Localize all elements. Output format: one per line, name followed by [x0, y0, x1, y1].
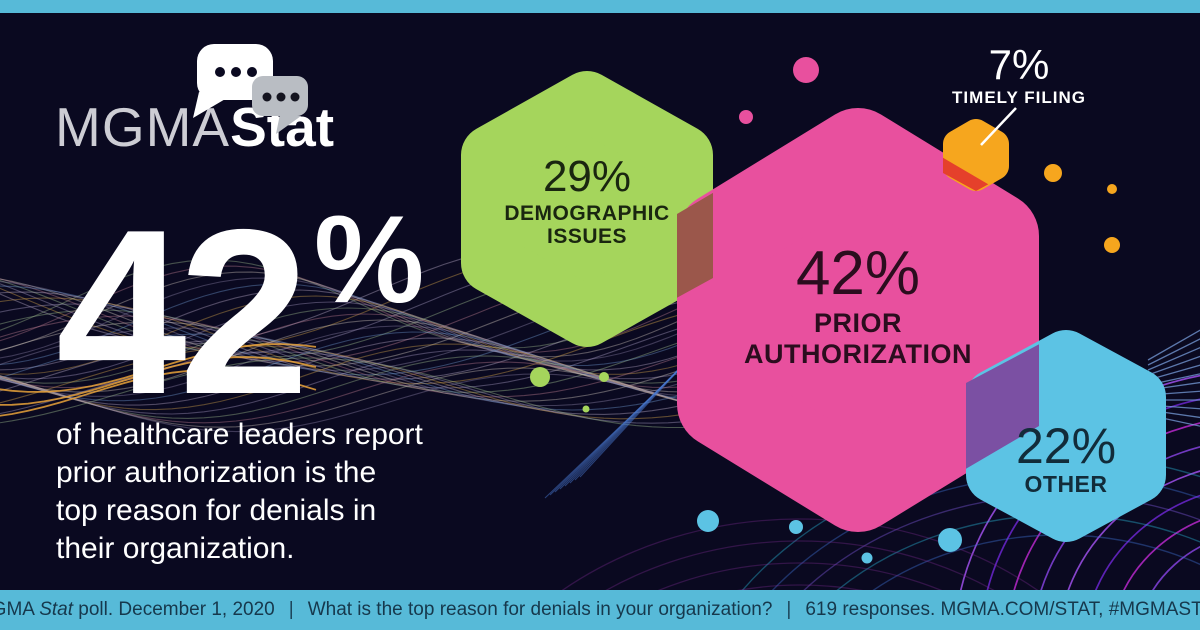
mesh-line — [0, 369, 317, 417]
segment-percentage: 7% — [988, 41, 1050, 88]
decorative-dot — [789, 520, 803, 534]
mesh-line — [0, 343, 701, 411]
mesh-line — [0, 283, 701, 367]
footer-separator: | — [786, 599, 792, 620]
mesh-arc — [561, 518, 1039, 590]
mesh-line — [0, 315, 701, 398]
segment-name-line: PRIOR — [813, 308, 902, 338]
bubble-dot-icon — [290, 92, 300, 102]
decorative-dot — [697, 510, 719, 532]
mesh-line — [0, 307, 701, 384]
bubble-dot-icon — [276, 92, 286, 102]
headline-line: of healthcare leaders report — [56, 418, 423, 451]
mesh-line — [0, 309, 701, 393]
hexagon-demographic-issues — [461, 71, 713, 347]
mesh-line — [0, 333, 701, 411]
hexagon-prior-authorization — [677, 108, 1039, 532]
speech-bubbles-icon — [193, 44, 308, 134]
decorative-dot — [861, 552, 873, 564]
segment-name-line: TIMELY FILING — [952, 88, 1086, 107]
segment-label-prior-authorization: 42% PRIOR AUTHORIZATION — [658, 240, 1058, 370]
mesh-line — [0, 277, 701, 362]
footer-bar: MGMA Stat poll. December 1, 2020 | What … — [0, 590, 1200, 630]
mesh-line — [1147, 355, 1200, 376]
mesh-line — [0, 361, 701, 424]
decorative-dot — [1104, 237, 1120, 253]
decorative-wave-mesh — [0, 241, 1200, 590]
decorative-dot — [739, 110, 753, 124]
decorative-dot — [1107, 184, 1117, 194]
mesh-line — [0, 327, 701, 407]
segment-name-line: DEMOGRAPHIC — [504, 202, 670, 225]
segment-percentage: 42% — [795, 239, 921, 308]
decorative-dot — [793, 57, 819, 83]
headline-value: 42 — [56, 180, 309, 443]
headline-line: their organization. — [56, 532, 295, 565]
mesh-line — [0, 289, 701, 371]
segment-label-other: 22% OTHER — [946, 420, 1186, 497]
segment-name-line: ISSUES — [546, 225, 628, 248]
mesh-line — [0, 337, 701, 406]
mesh-line — [0, 321, 701, 402]
bubble-dot-icon — [231, 67, 241, 77]
mesh-line — [1147, 347, 1200, 371]
headline-line: prior authorization is the — [56, 456, 377, 489]
mesh-line — [0, 357, 701, 429]
mesh-line — [0, 271, 701, 358]
top-accent-bar — [0, 0, 1200, 13]
segment-label-timely-filing: 7% TIMELY FILING — [909, 41, 1129, 108]
mesh-line — [0, 367, 701, 428]
mesh-line — [0, 351, 701, 424]
decorative-dot — [938, 528, 962, 552]
mesh-line — [0, 349, 701, 415]
mesh-line — [1147, 338, 1200, 366]
mesh-line — [0, 356, 317, 406]
decorative-dot — [1044, 164, 1062, 182]
footer-separator: | — [288, 599, 294, 620]
mesh-line — [0, 325, 701, 397]
bubble-dot-icon — [247, 67, 257, 77]
segment-name-line: OTHER — [1024, 471, 1108, 497]
mesh-line — [0, 319, 701, 393]
mesh-line — [1147, 329, 1200, 361]
footer-question: What is the top reason for denials in yo… — [307, 599, 773, 620]
mesh-line — [0, 343, 317, 393]
segment-name-line: AUTHORIZATION — [744, 339, 972, 369]
mesh-line — [0, 297, 701, 385]
footer-responses: 619 responses. MGMA.COM/STAT, #MGMASTAT — [805, 599, 1200, 620]
decorative-dot — [530, 367, 550, 387]
segment-label-demographic-issues: 29% DEMOGRAPHIC ISSUES — [447, 152, 727, 248]
mesh-arc — [605, 540, 995, 590]
mesh-line — [0, 339, 701, 415]
mesh-line — [0, 373, 701, 433]
headline-line: top reason for denials in — [56, 494, 377, 527]
mesh-line — [0, 303, 701, 389]
headline-description: of healthcare leaders report prior autho… — [56, 416, 423, 568]
footer-poll-info: MGMA Stat poll. December 1, 2020 — [0, 599, 275, 620]
mesh-line — [0, 313, 701, 389]
mesh-line — [0, 295, 701, 375]
segment-percentage: 22% — [1015, 418, 1117, 474]
decorative-dot — [582, 405, 590, 413]
bubble-dot-icon — [215, 67, 225, 77]
timely-filing-pointer-line — [980, 107, 1017, 146]
mesh-arc — [737, 584, 863, 590]
mesh-line — [0, 331, 701, 402]
decorative-dot — [599, 372, 609, 382]
headline-percent-sign: % — [314, 191, 425, 329]
mesh-line — [0, 355, 701, 419]
mesh-line — [0, 345, 701, 420]
segment-percentage: 29% — [542, 152, 632, 201]
mesh-arc — [658, 562, 942, 590]
bubble-dot-icon — [262, 92, 272, 102]
mesh-line — [0, 301, 701, 380]
speech-bubble-small-tail-icon — [276, 114, 301, 134]
hexagon-timely-filing — [943, 119, 1009, 191]
